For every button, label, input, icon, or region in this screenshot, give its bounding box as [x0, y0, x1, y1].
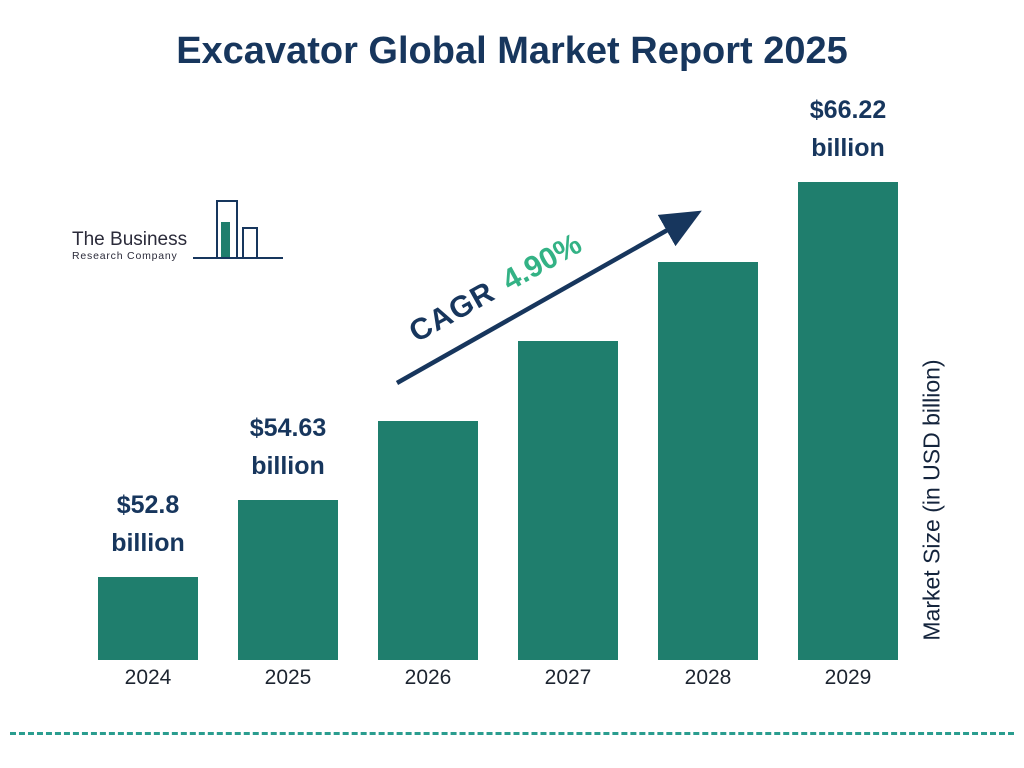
value-label-2029: $66.22 billion [809, 95, 887, 163]
bar-2028 [658, 262, 758, 660]
value-label-2025: $54.63 billion [249, 413, 327, 481]
logo-name-line2: Research Company [72, 250, 178, 262]
x-label-2028: 2028 [684, 666, 732, 689]
logo-text: The Business Research Company [72, 230, 187, 262]
y-axis-label: Market Size (in USD billion) [918, 359, 945, 641]
logo-bars-icon [193, 200, 284, 259]
x-label-2027: 2027 [544, 666, 592, 689]
x-label-2024: 2024 [124, 666, 172, 689]
bar-2027 [518, 341, 618, 660]
x-label-2025: 2025 [264, 666, 312, 689]
bar-2026 [378, 421, 478, 660]
bar-2024 [98, 577, 198, 660]
x-label-2029: 2029 [824, 666, 872, 689]
page-title: Excavator Global Market Report 2025 [176, 30, 848, 72]
bar-2025 [238, 500, 338, 660]
logo-name-line1: The Business [72, 229, 188, 251]
company-logo: The Business Research Company [72, 198, 285, 262]
bottom-dashed-divider [10, 732, 1014, 735]
value-label-2024: $52.8 billion [111, 490, 185, 558]
bar-2029 [798, 182, 898, 660]
x-label-2026: 2026 [404, 666, 452, 689]
